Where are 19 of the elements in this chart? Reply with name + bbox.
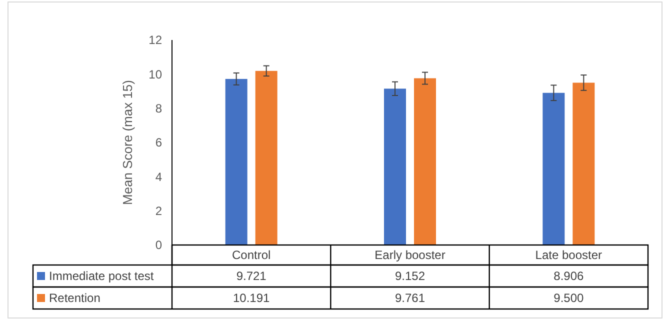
- y-tick-label: 12: [148, 33, 162, 48]
- data-label: 10.191: [232, 291, 270, 306]
- y-tick-label: 8: [155, 102, 162, 116]
- y-tick-label: 6: [155, 136, 162, 150]
- data-label: 9.152: [394, 269, 426, 284]
- x-tick-label: Late booster: [535, 248, 602, 262]
- y-tick-label: 4: [155, 170, 162, 184]
- y-tick-label: 0: [155, 238, 162, 252]
- y-tick-label: 10: [148, 67, 162, 82]
- y-axis-title: Mean Score (max 15): [120, 80, 135, 205]
- data-label: 8.906: [554, 269, 584, 284]
- x-tick-label: Early booster: [374, 248, 446, 262]
- data-label: 9.761: [394, 291, 426, 306]
- y-tick-label: 2: [155, 204, 162, 218]
- data-label: 9.500: [554, 291, 584, 306]
- data-label: 9.721: [236, 269, 267, 284]
- x-tick-label: Control: [232, 248, 271, 262]
- legend-label: Immediate post test: [49, 269, 154, 284]
- legend-label: Retention: [49, 291, 100, 306]
